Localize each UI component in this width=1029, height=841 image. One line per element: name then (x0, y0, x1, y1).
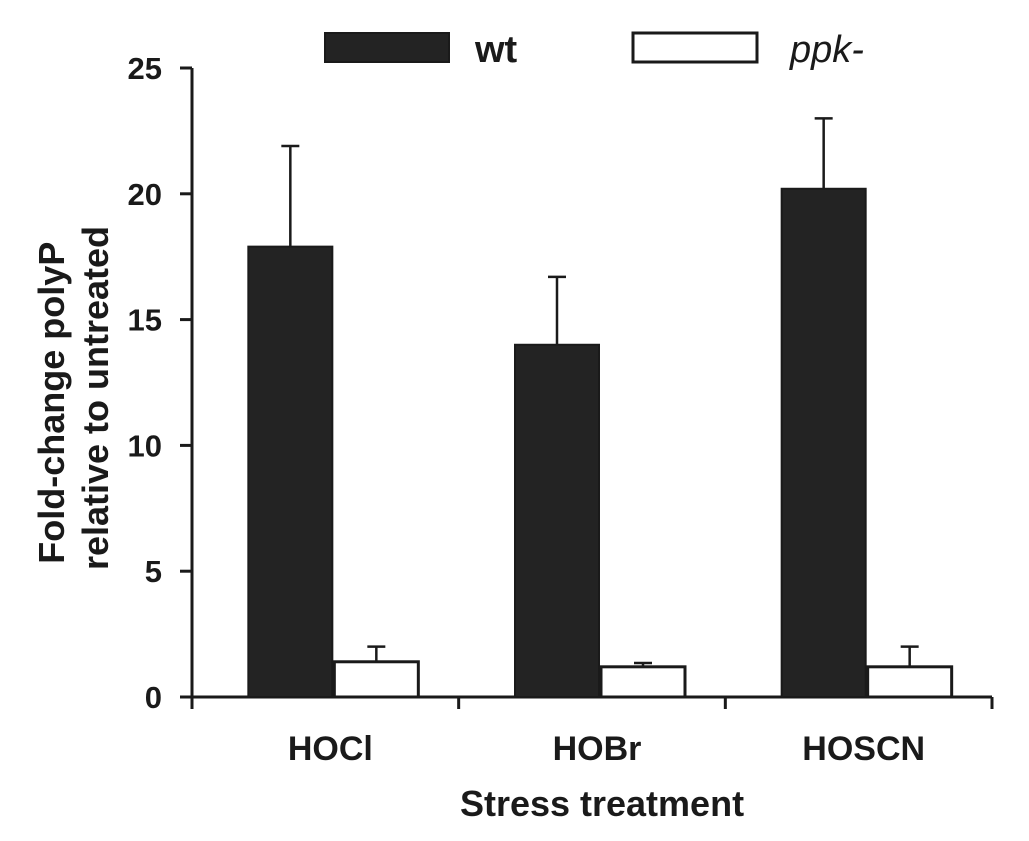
y-tick-label: 5 (145, 554, 162, 589)
legend-swatch-ppk (631, 31, 759, 64)
bar-hobr-ppk (599, 665, 687, 699)
y-axis-title-line-1: Fold-change polyP (31, 242, 72, 563)
y-axis: 0 5 10 15 20 25 (128, 51, 194, 715)
error-bars (281, 117, 919, 667)
legend-label-wt: wt (474, 29, 518, 71)
legend: wt ppk- (324, 29, 864, 71)
y-tick-label: 10 (128, 428, 162, 463)
bar-hobr-wt (514, 343, 600, 698)
legend-label-ppk: ppk- (789, 29, 864, 71)
x-axis-title: Stress treatment (460, 783, 744, 824)
y-axis-title: Fold-change polyP relative to untreated (31, 226, 116, 570)
bar-hocl-wt (247, 245, 334, 699)
category-label: HOSCN (802, 730, 925, 768)
y-tick-label: 20 (128, 177, 162, 212)
y-tick-label: 15 (128, 303, 162, 338)
y-axis-title-line-2: relative to untreated (75, 226, 116, 570)
bars (247, 187, 954, 699)
category-label: HOBr (553, 730, 642, 768)
legend-swatch-wt (324, 32, 450, 63)
x-axis (190, 695, 994, 709)
category-label: HOCl (288, 730, 373, 768)
bar-hocl-ppk (332, 660, 420, 699)
y-tick-label: 25 (128, 51, 162, 86)
bar-hoscn-wt (780, 187, 867, 698)
category-labels: HOCl HOBr HOSCN (288, 730, 925, 768)
bar-hoscn-ppk (866, 665, 954, 699)
y-tick-label: 0 (145, 680, 162, 715)
